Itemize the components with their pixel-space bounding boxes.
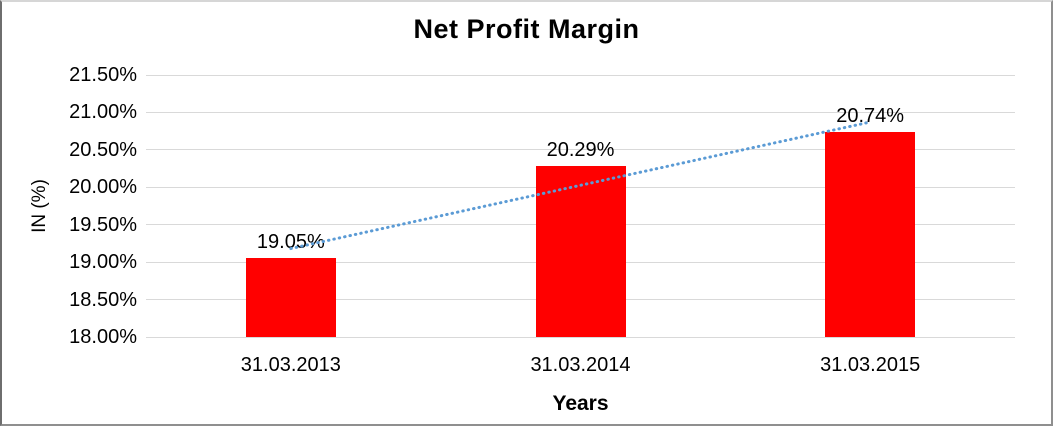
bar-value-label: 19.05% — [256, 231, 325, 254]
gridline — [146, 336, 1015, 338]
y-axis-title: IN (%) — [29, 179, 50, 233]
y-tick-label: 18.50% — [69, 288, 137, 311]
y-tick-label: 20.00% — [69, 176, 137, 199]
x-tick-label: 31.03.2015 — [820, 354, 921, 376]
bar-value-label: 20.29% — [546, 138, 615, 161]
gridline — [146, 111, 1015, 113]
y-tick-label: 20.50% — [69, 138, 137, 161]
chart-title: Net Profit Margin — [413, 14, 640, 44]
gridline — [146, 74, 1015, 76]
y-tick-label: 19.00% — [69, 251, 137, 274]
bar-value-label: 20.74% — [836, 104, 905, 127]
y-tick-label: 21.50% — [69, 64, 137, 86]
bar — [825, 131, 916, 337]
bar — [535, 165, 626, 337]
y-tick-label: 18.00% — [69, 326, 137, 348]
x-tick-label: 31.03.2013 — [240, 354, 341, 376]
x-tick-label: 31.03.2014 — [530, 354, 631, 376]
x-axis-title: Years — [552, 392, 609, 415]
bar — [245, 258, 336, 337]
y-tick-label: 19.50% — [69, 213, 137, 236]
y-tick-label: 21.00% — [69, 101, 137, 124]
